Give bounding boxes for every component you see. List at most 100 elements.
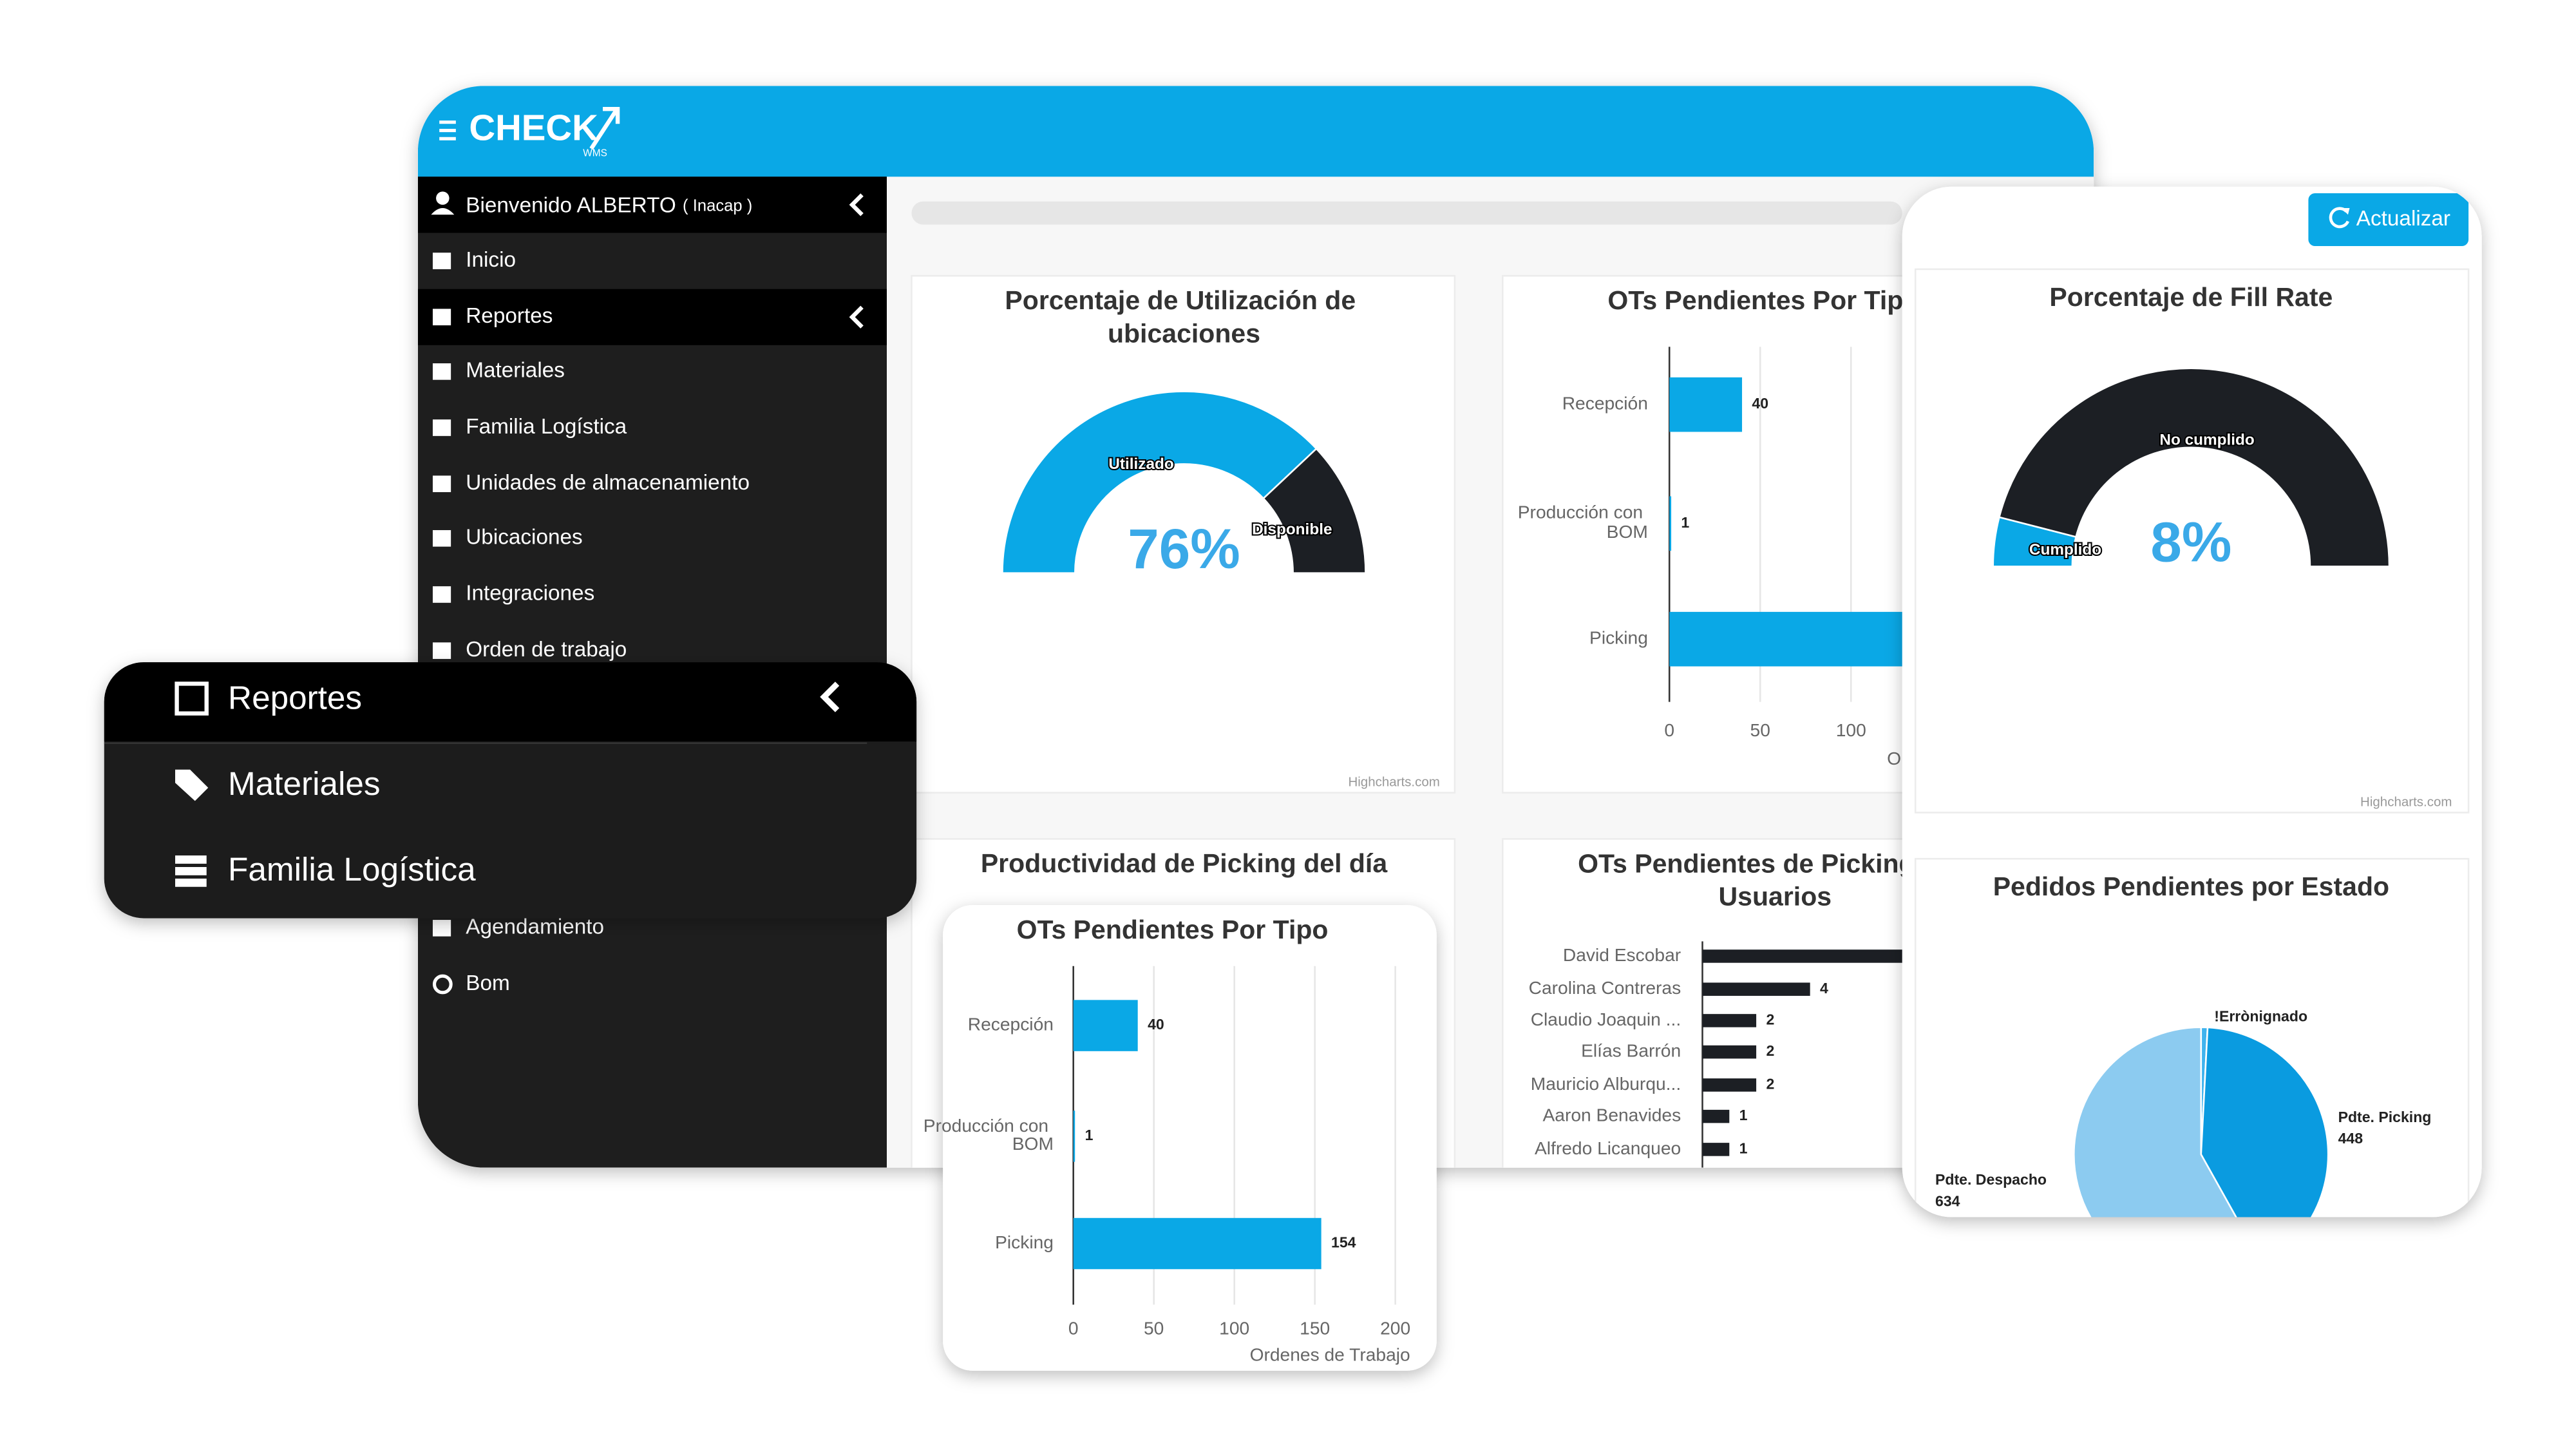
- credit: Highcharts.com: [1348, 775, 1439, 790]
- gauge-segment: [1262, 447, 1367, 574]
- bar: [1702, 1078, 1757, 1092]
- category-label: Elías Barrón: [1581, 1040, 1681, 1061]
- menu-item[interactable]: Unidades de almacenamiento: [466, 471, 750, 495]
- collapse-icon[interactable]: [849, 305, 864, 329]
- menu-icon: [432, 642, 451, 659]
- menu-item[interactable]: Ubicaciones: [466, 526, 582, 549]
- data-label: 4: [1820, 980, 1828, 997]
- menu-item[interactable]: Familia Logística: [228, 851, 476, 888]
- menu-icon: [432, 475, 451, 493]
- chart-title: Productividad de Picking del día: [981, 848, 1388, 878]
- category-label: Aaron Benavides: [1542, 1105, 1681, 1125]
- logo-sub: WMS: [583, 148, 607, 158]
- category-label: Carolina Contreras: [1529, 977, 1681, 998]
- menu-icon: [175, 769, 209, 801]
- menu-item[interactable]: Integraciones: [466, 582, 594, 606]
- segment-label: Cumplido: [2029, 541, 2101, 558]
- segment-label: Disponible: [1252, 521, 1332, 539]
- category-label: Recepción: [1562, 393, 1648, 414]
- slice-value: 634: [1935, 1193, 1960, 1210]
- slice-label: Pdte. Picking: [2338, 1109, 2432, 1125]
- menu-item[interactable]: Inicio: [466, 248, 516, 272]
- collapse-icon[interactable]: [820, 682, 840, 712]
- chart-title: Porcentaje de Utilización de ubicaciones: [1005, 285, 1363, 348]
- bar: [1073, 1000, 1138, 1051]
- category-label: Recepción: [968, 1014, 1054, 1035]
- refresh-icon: [2341, 208, 2350, 215]
- segment-label: No cumplido: [2159, 431, 2254, 448]
- segment-label: Utilizado: [1108, 455, 1173, 473]
- data-label: 2: [1766, 1042, 1774, 1059]
- menu-item[interactable]: Familia Logística: [466, 415, 627, 439]
- menu-item[interactable]: Reportes: [466, 304, 553, 328]
- pie-slice: [2073, 1026, 2264, 1217]
- menu-item[interactable]: Bom: [466, 971, 510, 995]
- x-tick-label: 0: [1068, 1317, 1079, 1338]
- category-label: Picking: [1589, 627, 1648, 648]
- progress-bar: [911, 201, 1902, 225]
- menu-item[interactable]: Materiales: [228, 765, 380, 802]
- category-label: David Escobar: [1563, 944, 1681, 965]
- bar: [1702, 1045, 1757, 1059]
- menu-icon: [432, 419, 451, 436]
- menu-icon: [432, 309, 451, 326]
- menu-icon: [432, 586, 451, 603]
- menu-item[interactable]: Agendamiento: [466, 915, 604, 939]
- menu-icon: [432, 974, 453, 995]
- category-label: Alfredo Licanqueo: [1535, 1138, 1681, 1158]
- menu-icon: [175, 682, 209, 716]
- chart-title: Pedidos Pendientes por Estado: [1993, 872, 2389, 901]
- x-tick-label: 0: [1664, 720, 1674, 740]
- data-label: 1: [1681, 514, 1689, 531]
- data-label: 2: [1766, 1075, 1774, 1092]
- user-icon: [436, 191, 450, 205]
- menu-item[interactable]: Reportes: [228, 680, 362, 716]
- collapse-icon[interactable]: [849, 193, 864, 216]
- active-row: [104, 662, 917, 742]
- menu-item[interactable]: Orden de trabajo: [466, 638, 627, 662]
- category-label: Producción con BOM: [923, 1115, 1054, 1154]
- bar: [1702, 1109, 1730, 1123]
- slice-value: 448: [2338, 1130, 2363, 1147]
- x-tick-label: 200: [1380, 1317, 1410, 1338]
- x-tick-label: 50: [1144, 1317, 1164, 1338]
- refresh-icon: [2329, 207, 2350, 229]
- center-label: 76%: [1128, 518, 1240, 580]
- data-label: 1: [1085, 1127, 1094, 1143]
- bar: [1073, 1217, 1321, 1270]
- header-bar: [417, 86, 2094, 178]
- active-row: [417, 289, 887, 345]
- hamburger-icon[interactable]: [439, 120, 456, 140]
- data-label: 1: [1739, 1107, 1748, 1123]
- logo-mark: [589, 107, 620, 150]
- slice-label: Pdte. Despacho: [1935, 1171, 2047, 1188]
- x-tick-label: 100: [1219, 1317, 1249, 1338]
- category-label: Claudio Joaquin ...: [1531, 1009, 1681, 1029]
- menu-icon: [432, 529, 451, 547]
- gauge-segment: [1998, 367, 2391, 568]
- data-label: 2: [1766, 1011, 1774, 1028]
- refresh-label[interactable]: Actualizar: [2356, 207, 2450, 231]
- menu-icon: [432, 253, 451, 269]
- bar: [1702, 949, 1918, 963]
- chart-title: OTs Pendientes Por Tipo: [1607, 285, 1919, 315]
- menu-icon: [175, 855, 207, 887]
- bar: [1073, 1111, 1075, 1162]
- refresh-button[interactable]: [2308, 193, 2469, 247]
- logo: CHECK: [469, 107, 598, 148]
- x-axis-title: Ordenes de Trabajo: [1250, 1344, 1410, 1364]
- user-org: ( Inacap ): [683, 196, 752, 215]
- menu-icon: [432, 920, 451, 937]
- category-label: Mauricio Alburqu...: [1531, 1073, 1681, 1094]
- chart-title: OTs Pendientes Por Tipo: [1017, 915, 1329, 944]
- menu-item[interactable]: Materiales: [466, 359, 565, 383]
- chart-title: Porcentaje de Fill Rate: [2049, 282, 2333, 312]
- bar: [1702, 1143, 1730, 1156]
- mobile-view: Actualizar Porcentaje de Fill Rate Cumpli…: [1914, 193, 2470, 1217]
- user-name: Bienvenido ALBERTO: [466, 193, 676, 217]
- category-label: Producción con BOM: [1518, 502, 1648, 542]
- x-tick-label: 150: [1300, 1317, 1330, 1338]
- gauge-segment: [1001, 390, 1318, 574]
- bar: [1669, 496, 1672, 551]
